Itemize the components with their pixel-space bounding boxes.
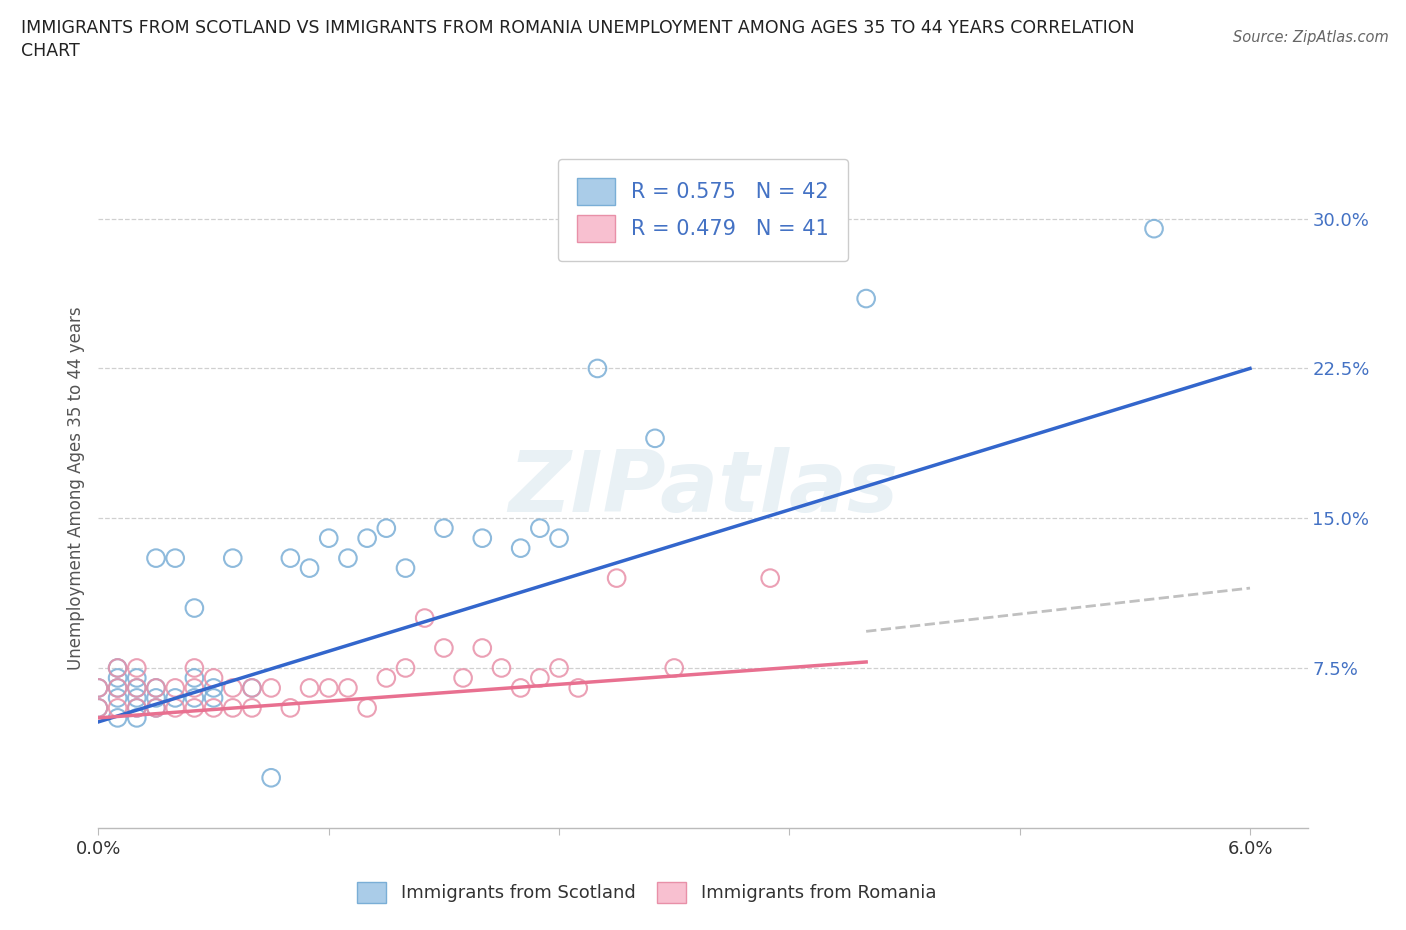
Point bbox=[202, 671, 225, 685]
Point bbox=[336, 681, 359, 696]
Text: Source: ZipAtlas.com: Source: ZipAtlas.com bbox=[1233, 30, 1389, 45]
Point bbox=[222, 551, 245, 565]
Text: CHART: CHART bbox=[21, 42, 80, 60]
Point bbox=[145, 700, 167, 715]
Point bbox=[222, 700, 245, 715]
Point bbox=[759, 571, 782, 586]
Point bbox=[240, 681, 263, 696]
Point bbox=[451, 671, 474, 685]
Point bbox=[107, 711, 129, 725]
Point bbox=[87, 700, 110, 715]
Point bbox=[606, 571, 628, 586]
Point bbox=[107, 660, 129, 675]
Point bbox=[260, 770, 283, 785]
Point bbox=[567, 681, 589, 696]
Point bbox=[202, 700, 225, 715]
Point bbox=[183, 681, 205, 696]
Point bbox=[183, 601, 205, 616]
Point bbox=[183, 690, 205, 705]
Point bbox=[318, 681, 340, 696]
Point bbox=[125, 681, 148, 696]
Point bbox=[356, 531, 378, 546]
Point bbox=[125, 711, 148, 725]
Point bbox=[433, 521, 456, 536]
Point bbox=[145, 681, 167, 696]
Point bbox=[356, 700, 378, 715]
Point bbox=[280, 700, 302, 715]
Point bbox=[107, 690, 129, 705]
Point bbox=[87, 681, 110, 696]
Text: ZIPatlas: ZIPatlas bbox=[508, 446, 898, 530]
Point bbox=[183, 671, 205, 685]
Point bbox=[509, 681, 531, 696]
Point bbox=[125, 681, 148, 696]
Point bbox=[165, 551, 187, 565]
Point bbox=[107, 700, 129, 715]
Point bbox=[165, 681, 187, 696]
Point bbox=[107, 671, 129, 685]
Point bbox=[183, 660, 205, 675]
Point bbox=[145, 690, 167, 705]
Point bbox=[165, 700, 187, 715]
Point bbox=[280, 551, 302, 565]
Point bbox=[202, 681, 225, 696]
Point bbox=[375, 671, 398, 685]
Point bbox=[222, 681, 245, 696]
Point bbox=[125, 671, 148, 685]
Point bbox=[491, 660, 513, 675]
Point bbox=[433, 641, 456, 656]
Point bbox=[509, 540, 531, 555]
Point bbox=[145, 681, 167, 696]
Point bbox=[145, 551, 167, 565]
Point bbox=[240, 700, 263, 715]
Point bbox=[260, 681, 283, 696]
Legend: Immigrants from Scotland, Immigrants from Romania: Immigrants from Scotland, Immigrants fro… bbox=[350, 874, 943, 910]
Point bbox=[336, 551, 359, 565]
Point bbox=[125, 690, 148, 705]
Point bbox=[318, 531, 340, 546]
Text: IMMIGRANTS FROM SCOTLAND VS IMMIGRANTS FROM ROMANIA UNEMPLOYMENT AMONG AGES 35 T: IMMIGRANTS FROM SCOTLAND VS IMMIGRANTS F… bbox=[21, 19, 1135, 36]
Y-axis label: Unemployment Among Ages 35 to 44 years: Unemployment Among Ages 35 to 44 years bbox=[66, 307, 84, 670]
Point bbox=[87, 681, 110, 696]
Point bbox=[471, 641, 494, 656]
Point bbox=[548, 531, 571, 546]
Point bbox=[375, 521, 398, 536]
Legend: R = 0.575   N = 42, R = 0.479   N = 41: R = 0.575 N = 42, R = 0.479 N = 41 bbox=[558, 159, 848, 260]
Point bbox=[471, 531, 494, 546]
Point bbox=[183, 700, 205, 715]
Point bbox=[413, 611, 436, 626]
Point bbox=[125, 700, 148, 715]
Point bbox=[644, 431, 666, 445]
Point bbox=[855, 291, 877, 306]
Point bbox=[125, 660, 148, 675]
Point bbox=[87, 700, 110, 715]
Point bbox=[125, 700, 148, 715]
Point bbox=[298, 681, 321, 696]
Point bbox=[548, 660, 571, 675]
Point bbox=[107, 681, 129, 696]
Point bbox=[394, 660, 416, 675]
Point bbox=[529, 671, 551, 685]
Point bbox=[145, 700, 167, 715]
Point bbox=[298, 561, 321, 576]
Point bbox=[165, 690, 187, 705]
Point bbox=[107, 681, 129, 696]
Point bbox=[664, 660, 686, 675]
Point bbox=[202, 690, 225, 705]
Point bbox=[1143, 221, 1166, 236]
Point bbox=[586, 361, 609, 376]
Point bbox=[240, 681, 263, 696]
Point bbox=[529, 521, 551, 536]
Point bbox=[107, 660, 129, 675]
Point bbox=[394, 561, 416, 576]
